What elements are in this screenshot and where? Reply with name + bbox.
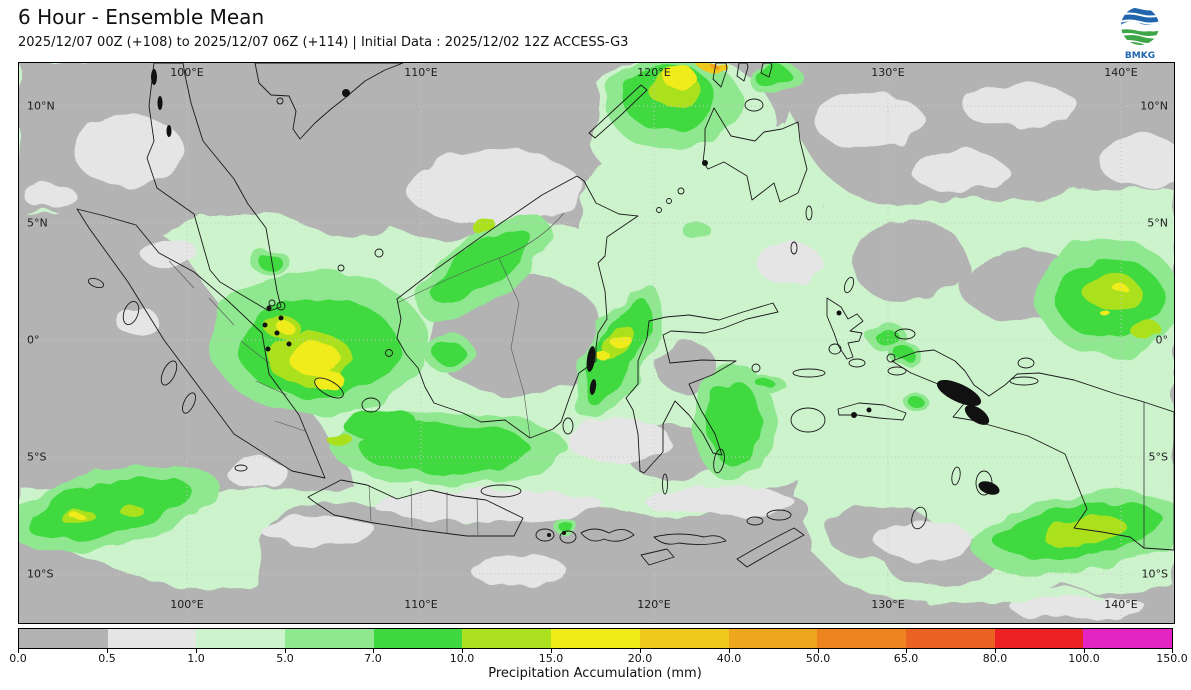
colorbar-tick-label: 40.0 xyxy=(716,652,742,665)
colorbar-tick xyxy=(906,649,907,653)
colorbar-tick-label: 15.0 xyxy=(538,652,564,665)
colorbar-segment xyxy=(905,629,995,648)
lon-label-bottom-110e: 110°E xyxy=(404,598,438,611)
lon-label-bottom-140e: 140°E xyxy=(1104,598,1138,611)
logo-cloud xyxy=(1121,20,1159,32)
lat-label-left-5n: 5°N xyxy=(27,216,48,230)
colorbar-segment xyxy=(551,629,640,648)
terrain-marks xyxy=(151,69,1000,537)
lon-label-top-100e: 100°E xyxy=(170,66,204,79)
lon-label-bottom-120e: 120°E xyxy=(637,598,671,611)
colorbar-tick-label: 50.0 xyxy=(805,652,831,665)
bmkg-logo: BMKG xyxy=(1121,7,1159,60)
lat-label-left-10n: 10°N xyxy=(27,99,55,113)
colorbar-segment xyxy=(1083,629,1172,648)
lon-label-top-110e: 110°E xyxy=(404,66,438,79)
colorbar-tick xyxy=(107,649,108,653)
colorbar-tick-label: 65.0 xyxy=(893,652,919,665)
precip-field xyxy=(19,63,1174,623)
colorbar-tick xyxy=(640,649,641,653)
colorbar-tick-label: 80.0 xyxy=(982,652,1008,665)
logo-label: BMKG xyxy=(1125,51,1155,60)
colorbar-segment xyxy=(196,629,286,648)
colorbar-title: Precipitation Accumulation (mm) xyxy=(488,666,702,681)
colorbar-segment xyxy=(639,629,729,648)
colorbar-segment xyxy=(462,629,552,648)
lat-label-right-10n: 10°N xyxy=(1140,99,1168,113)
colorbar-tick-label: 100.0 xyxy=(1068,652,1100,665)
lon-label-top-120e: 120°E xyxy=(637,66,671,79)
colorbar-segment xyxy=(728,629,818,648)
precipitation-map: 100°E 110°E 120°E 130°E 140°E 100°E 110°… xyxy=(18,62,1175,624)
colorbar-tick xyxy=(1172,649,1173,653)
colorbar-segment xyxy=(817,629,906,648)
colorbar-tick xyxy=(18,649,19,653)
forecast-period-subtitle: 2025/12/07 00Z (+108) to 2025/12/07 06Z … xyxy=(18,35,629,50)
colorbar-tick xyxy=(285,649,286,653)
colorbar-tick xyxy=(196,649,197,653)
graticule xyxy=(19,63,1174,623)
colorbar-segment xyxy=(285,629,374,648)
lon-label-top-130e: 130°E xyxy=(871,66,905,79)
lat-label-left-5s: 5°S xyxy=(27,450,47,464)
coastlines xyxy=(76,63,1174,568)
colorbar-tick xyxy=(373,649,374,653)
colorbar-segment xyxy=(994,629,1084,648)
colorbar-tick-label: 150.0 xyxy=(1156,652,1188,665)
colorbar-tick xyxy=(995,649,996,653)
lat-label-right-10s: 10°S xyxy=(1141,567,1168,581)
colorbar-tick-label: 1.0 xyxy=(187,652,205,665)
lon-label-bottom-100e: 100°E xyxy=(170,598,204,611)
colorbar-tick-label: 7.0 xyxy=(364,652,382,665)
colorbar-segment xyxy=(19,629,108,648)
colorbar-tick-label: 10.0 xyxy=(449,652,475,665)
colorbar-segment xyxy=(107,629,197,648)
colorbar-tick xyxy=(462,649,463,653)
colorbar-tick xyxy=(729,649,730,653)
page-title: 6 Hour - Ensemble Mean xyxy=(18,5,265,29)
lat-label-left-10s: 10°S xyxy=(27,567,54,581)
lon-label-top-140e: 140°E xyxy=(1104,66,1138,79)
colorbar-tick-label: 20.0 xyxy=(627,652,653,665)
lat-label-right-5n: 5°N xyxy=(1147,216,1168,230)
colorbar-tick xyxy=(1084,649,1085,653)
colorbar-tick-label: 0.5 xyxy=(98,652,116,665)
colorbar-tick-label: 5.0 xyxy=(276,652,294,665)
colorbar-tick xyxy=(818,649,819,653)
colorbar xyxy=(18,628,1173,649)
lat-label-right-5s: 5°S xyxy=(1148,450,1168,464)
lat-label-left-0: 0° xyxy=(27,333,40,347)
lat-label-right-0: 0° xyxy=(1155,333,1169,347)
colorbar-segment xyxy=(373,629,463,648)
admin-borders xyxy=(168,212,1145,548)
lon-label-bottom-130e: 130°E xyxy=(871,598,905,611)
colorbar-tick xyxy=(551,649,552,653)
colorbar-tick-label: 0.0 xyxy=(9,652,27,665)
